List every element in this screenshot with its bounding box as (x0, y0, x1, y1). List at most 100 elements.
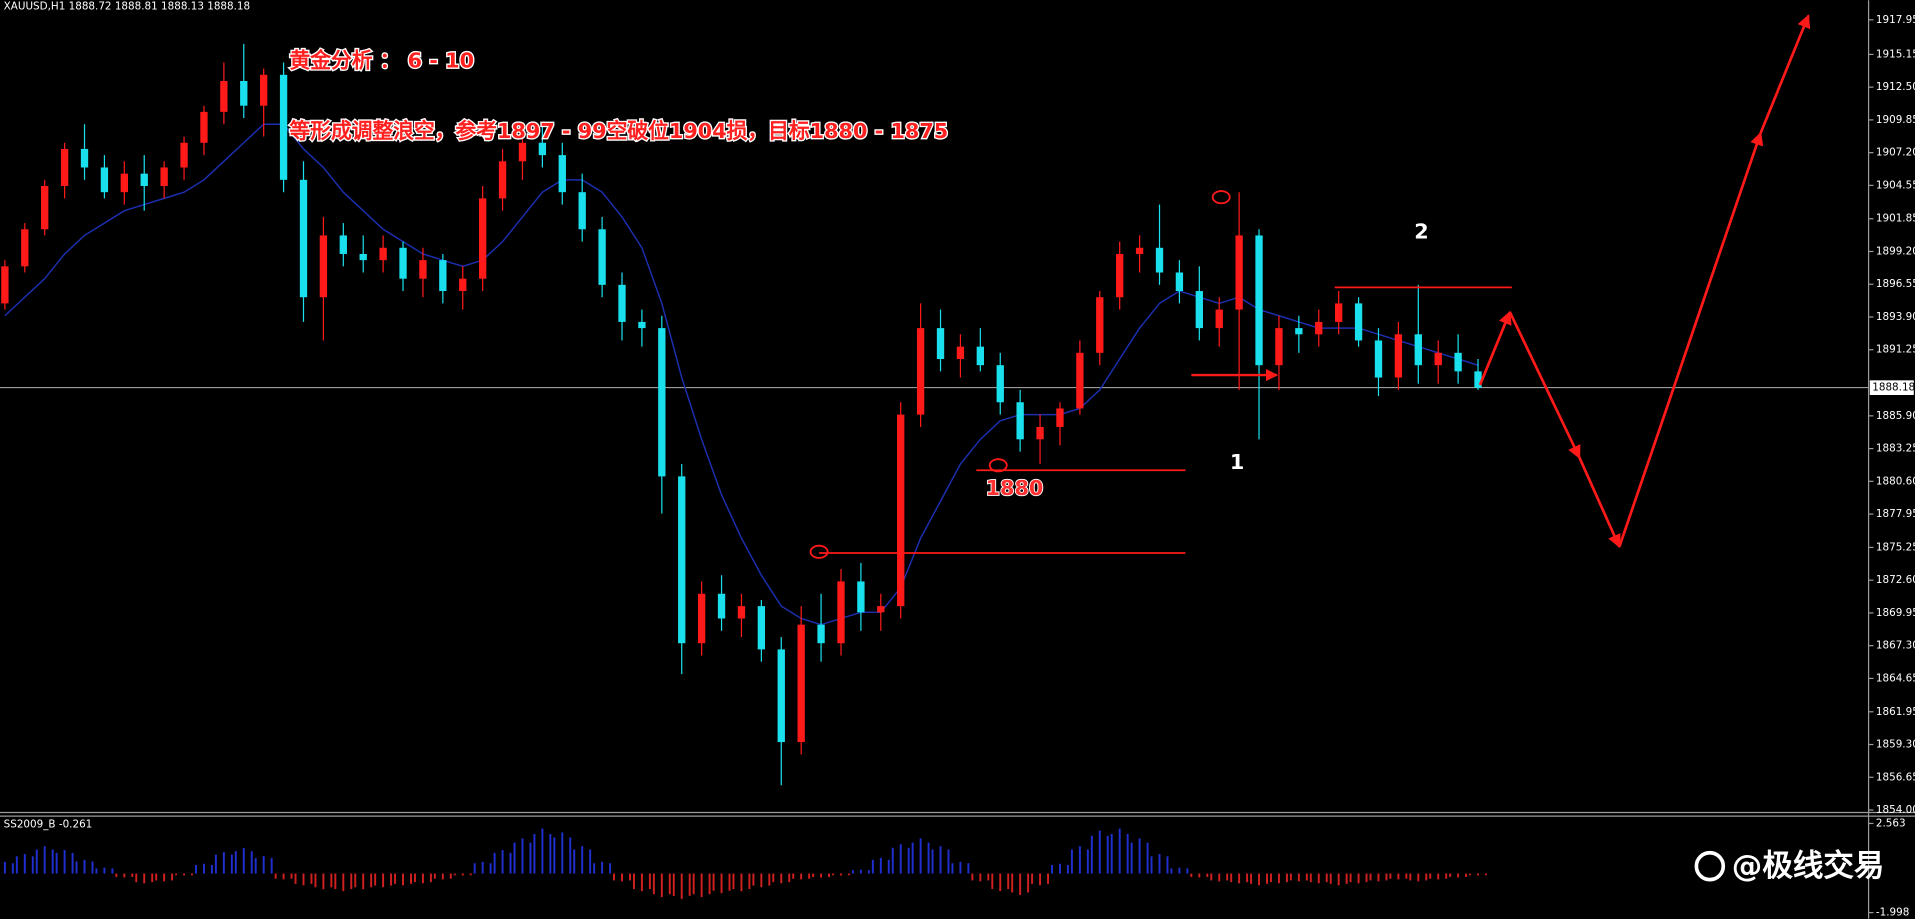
annotation: 等形成调整浪空，参考1897 - 99空破位1904损，目标1880 - 187… (289, 119, 948, 143)
candle-body (339, 235, 347, 254)
candle-body (1255, 235, 1263, 366)
candle-body (60, 148, 69, 187)
candle-body (240, 80, 248, 106)
candle-body (976, 346, 985, 366)
highlight-circle (988, 458, 1008, 473)
y-tick-label: 1867.30 (1876, 640, 1915, 652)
candle-body (956, 346, 965, 360)
y-tick-label: 1854.00 (1876, 804, 1915, 816)
candle-body (1354, 303, 1363, 341)
projection-arrow (1578, 457, 1621, 549)
candle-body (777, 649, 785, 743)
candle-body (319, 235, 328, 298)
candle-body (1394, 334, 1403, 378)
y-tick-label: 1856.65 (1876, 771, 1915, 783)
candle-body (1155, 247, 1164, 273)
candle-body (379, 247, 387, 261)
candle-body (260, 74, 268, 106)
highlight-circle (1211, 190, 1231, 205)
candle-body (200, 111, 208, 143)
watermark: @极线交易 (1732, 848, 1885, 884)
y-tick-label: 1869.95 (1876, 607, 1915, 619)
annotation: 2 (1414, 219, 1428, 243)
candle-body (717, 593, 726, 619)
candle-body (80, 148, 89, 168)
candle-body (618, 284, 626, 322)
candle-body (140, 173, 148, 187)
y-tick-label: 1880.60 (1876, 475, 1915, 487)
projection-arrow (1759, 14, 1811, 134)
y-tick-label: -1.998 (1876, 907, 1909, 919)
candle-body (160, 167, 168, 187)
candle-body (877, 606, 885, 613)
candle-body (1275, 328, 1283, 366)
candle-body (478, 198, 487, 279)
candle-body (439, 260, 447, 292)
candle-body (220, 80, 228, 112)
chart-header: XAUUSD,H1 1888.72 1888.81 1888.13 1888.1… (4, 0, 250, 12)
y-tick-label: 1864.65 (1876, 672, 1915, 684)
y-tick-label: 1896.55 (1876, 278, 1915, 290)
candle-body (1036, 426, 1044, 440)
candle-body (797, 624, 805, 743)
candle-body (996, 365, 1004, 403)
candle-body (1096, 297, 1104, 353)
annotation: 1880 (986, 476, 1044, 500)
projection-arrow (1618, 131, 1764, 548)
candle-body (658, 328, 666, 477)
y-tick-label: 1904.55 (1876, 179, 1915, 191)
y-tick-label: 1901.85 (1876, 213, 1915, 225)
last-price-label: 1888.18 (1872, 382, 1915, 394)
y-tick-label: 1899.20 (1876, 245, 1915, 257)
candle-body (1195, 291, 1203, 329)
candle-body (180, 142, 188, 168)
candle-body (459, 278, 467, 292)
candle-body (757, 606, 766, 650)
candle-body (100, 167, 109, 193)
candle-body (1135, 247, 1144, 254)
candle-body (1474, 371, 1482, 388)
y-tick-label: 1891.25 (1876, 344, 1915, 356)
candle-body (638, 321, 646, 329)
y-tick-label: 1912.50 (1876, 81, 1915, 93)
annotation: 黄金分析 ： 6 - 10 (289, 48, 474, 72)
watermark-group: @极线交易 (1694, 848, 1885, 884)
y-tick-label: 1907.20 (1876, 147, 1915, 159)
candle-body (1016, 402, 1024, 440)
y-tick-label: 1909.85 (1876, 114, 1915, 126)
candle-body (1215, 309, 1223, 329)
y-tick-label: 1917.95 (1876, 14, 1915, 26)
projection-arrow (1478, 310, 1512, 386)
y-tick-label: 1885.90 (1876, 410, 1915, 422)
candle-body (120, 173, 128, 193)
candle-body (1374, 340, 1383, 378)
candle-body (498, 161, 507, 199)
highlight-circle (809, 544, 829, 559)
y-tick-label: 1883.25 (1876, 443, 1915, 455)
candle-body (897, 414, 905, 607)
candle-body (598, 229, 606, 285)
watermark-icon (1694, 850, 1726, 882)
candle-body (1, 266, 9, 304)
candle-body (41, 186, 49, 230)
y-tick-label: 1915.15 (1876, 48, 1915, 60)
y-tick-label: 1877.95 (1876, 508, 1915, 520)
candle-body (419, 260, 427, 279)
y-tick-label: 1893.90 (1876, 311, 1915, 323)
candle-body (1454, 352, 1462, 372)
candle-body (359, 253, 367, 261)
y-tick-label: 1872.60 (1876, 574, 1915, 586)
candle-body (697, 593, 706, 644)
candle-body (1116, 253, 1124, 298)
candle-body (936, 328, 945, 360)
candle-body (538, 142, 547, 156)
candle-body (21, 229, 29, 267)
moving-average (4, 123, 1479, 626)
last-price-box (1869, 380, 1914, 395)
candle-body (678, 476, 686, 644)
candle-body (558, 155, 566, 193)
candle-body (399, 247, 407, 279)
candle-body (1235, 235, 1243, 310)
